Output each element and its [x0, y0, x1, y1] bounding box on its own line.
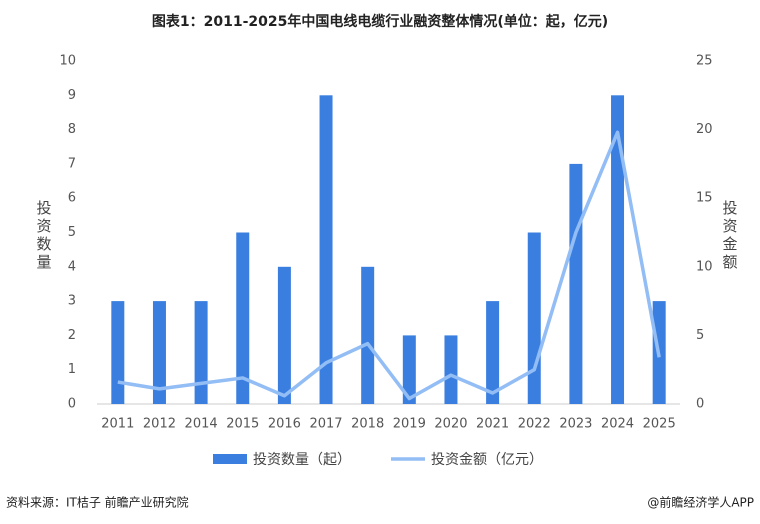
x-tick-label: 2017	[309, 417, 342, 432]
y-tick-label: 6	[68, 191, 76, 206]
chart-title: 图表1：2011-2025年中国电线电缆行业融资整体情况(单位：起，亿元)	[152, 13, 608, 30]
bar	[402, 335, 416, 404]
bar	[611, 95, 625, 405]
x-tick-label: 2016	[268, 417, 301, 432]
bar	[277, 266, 291, 404]
y2-tick-label: 0	[696, 397, 704, 412]
x-tick-label: 2012	[143, 417, 176, 432]
y-tick-label: 2	[68, 328, 76, 343]
y-tick-label: 4	[68, 259, 76, 274]
x-tick-label: 2011	[101, 417, 134, 432]
y2-tick-label: 20	[696, 122, 713, 137]
legend-label: 投资数量（起）	[253, 452, 351, 468]
x-tick-label: 2019	[393, 417, 426, 432]
y-tick-label: 5	[68, 225, 76, 240]
bar	[444, 335, 458, 404]
bar	[486, 301, 500, 404]
x-tick-label: 2025	[643, 417, 676, 432]
bar	[111, 301, 125, 404]
x-tick-label: 2015	[226, 417, 259, 432]
x-tick-label: 2021	[476, 417, 509, 432]
y-tick-label: 0	[68, 397, 76, 412]
bar	[361, 266, 375, 404]
y-tick-label: 8	[68, 122, 76, 137]
x-tick-label: 2023	[559, 417, 592, 432]
bar	[319, 95, 333, 405]
y-tick-label: 9	[68, 88, 76, 103]
bar	[236, 232, 250, 404]
y-tick-label: 1	[68, 362, 76, 377]
x-tick-label: 2018	[351, 417, 384, 432]
y2-axis-title: 投资金额	[722, 199, 737, 271]
bar	[527, 232, 541, 404]
y-tick-label: 10	[59, 54, 76, 69]
y2-tick-label: 15	[696, 191, 713, 206]
x-tick-label: 2014	[185, 417, 218, 432]
y2-tick-label: 5	[696, 328, 704, 343]
source: 资料来源：IT桔子 前瞻产业研究院	[6, 495, 189, 510]
y2-tick-label: 10	[696, 259, 713, 274]
x-tick-label: 2024	[601, 417, 634, 432]
x-tick-label: 2020	[434, 417, 467, 432]
bar	[569, 163, 583, 404]
x-tick-label: 2022	[518, 417, 551, 432]
y-tick-label: 3	[68, 294, 76, 309]
credit: @前瞻经济学人APP	[647, 495, 754, 510]
y-axis-title: 投资数量	[36, 199, 51, 271]
bar	[194, 301, 208, 404]
bar	[152, 301, 166, 404]
y2-tick-label: 25	[696, 54, 713, 69]
legend-label: 投资金额（亿元）	[431, 452, 543, 468]
y-tick-label: 7	[68, 156, 76, 171]
line	[117, 130, 661, 401]
legend-swatch	[213, 454, 247, 464]
